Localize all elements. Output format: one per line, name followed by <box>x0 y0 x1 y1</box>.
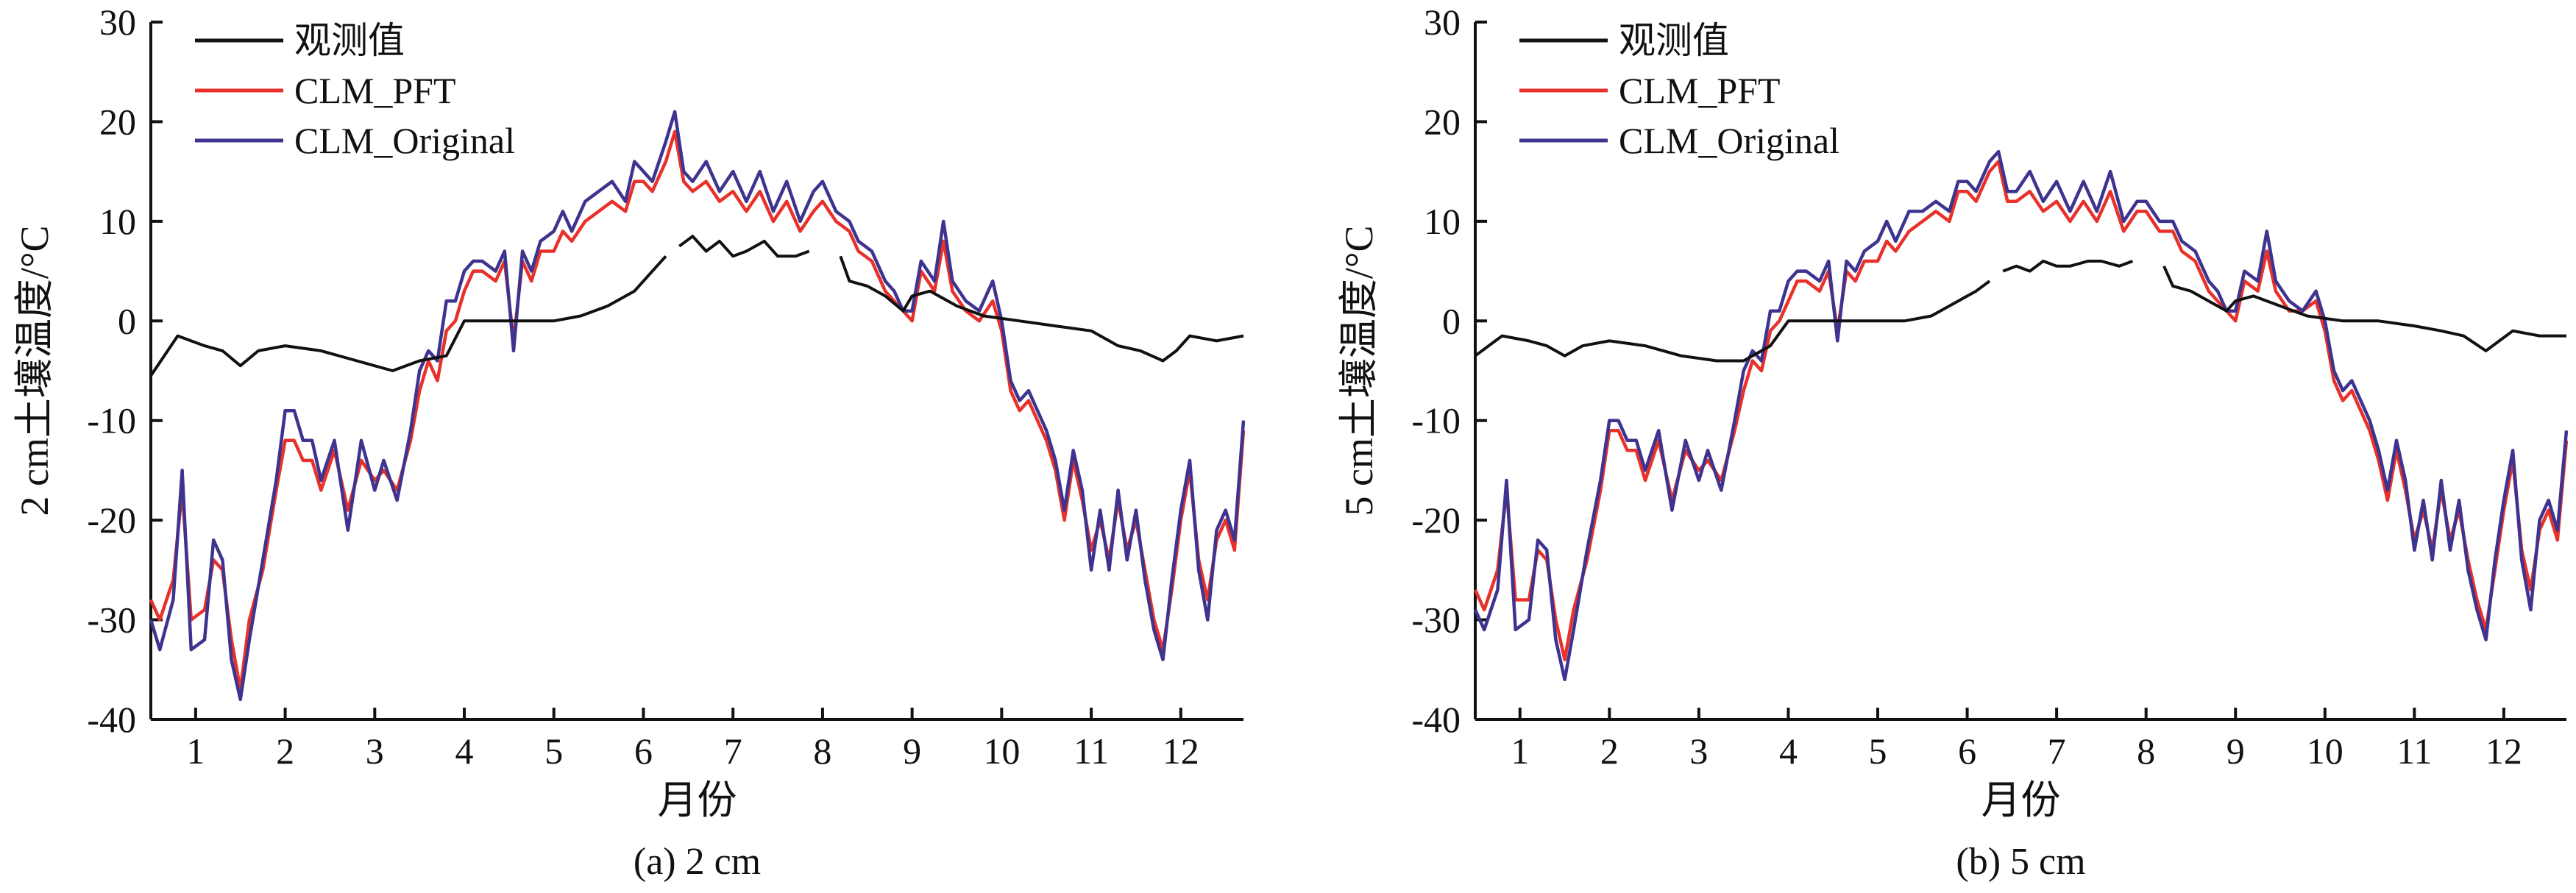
x-tick-label: 12 <box>1163 730 1199 772</box>
x-tick-label: 9 <box>2226 730 2245 772</box>
legend-label: 观测值 <box>294 20 405 61</box>
panel-caption: (a) 2 cm <box>634 841 761 883</box>
x-tick-label: 7 <box>2048 730 2066 772</box>
legend-label: 观测值 <box>1619 20 1729 61</box>
x-tick-label: 11 <box>2396 730 2432 772</box>
x-tick-label: 10 <box>2307 730 2343 772</box>
y-tick-label: -30 <box>87 600 136 641</box>
legend-label: CLM_PFT <box>1619 70 1781 111</box>
x-axis-title: 月份 <box>658 778 737 822</box>
x-tick-label: 5 <box>1869 730 1887 772</box>
x-tick-label: 12 <box>2485 730 2522 772</box>
x-tick-label: 1 <box>1511 730 1529 772</box>
legend-label: CLM_Original <box>1619 120 1839 161</box>
series-line-clm-original <box>149 110 1246 702</box>
series-line-clm-pft <box>1473 160 2569 661</box>
x-tick-label: 8 <box>2137 730 2155 772</box>
y-tick-label: 10 <box>99 201 136 242</box>
x-tick-label: 4 <box>1779 730 1798 772</box>
y-tick-label: -40 <box>1411 699 1461 740</box>
x-axis-title: 月份 <box>1981 778 2061 822</box>
x-tick-label: 10 <box>983 730 1020 772</box>
x-tick-label: 4 <box>455 730 474 772</box>
x-tick-label: 3 <box>366 730 384 772</box>
y-tick-label: 0 <box>1442 300 1461 341</box>
legend-label: CLM_Original <box>294 120 515 161</box>
y-tick-label: -30 <box>1411 600 1461 641</box>
y-tick-label: 20 <box>1424 101 1461 142</box>
y-tick-label: -40 <box>87 699 136 740</box>
series-line- <box>1474 260 2566 363</box>
x-tick-label: 9 <box>903 730 921 772</box>
x-tick-label: 11 <box>1074 730 1109 772</box>
y-axis-title: 5 cm土壤温度/°C <box>1337 225 1381 516</box>
panel-caption: (b) 5 cm <box>1956 841 2085 883</box>
x-tick-label: 2 <box>1600 730 1619 772</box>
legend-label: CLM_PFT <box>294 70 456 111</box>
y-tick-label: 0 <box>118 300 136 341</box>
y-tick-label: -10 <box>1411 400 1461 441</box>
x-tick-label: 2 <box>276 730 294 772</box>
x-tick-label: 3 <box>1689 730 1708 772</box>
x-tick-label: 8 <box>813 730 831 772</box>
y-tick-label: -20 <box>87 499 136 541</box>
y-tick-label: 20 <box>99 101 136 142</box>
x-tick-label: 7 <box>724 730 742 772</box>
y-tick-label: -20 <box>1411 499 1461 541</box>
y-tick-label: 30 <box>99 1 136 43</box>
y-tick-label: -10 <box>87 400 136 441</box>
series-line-clm-original <box>1473 149 2569 682</box>
x-tick-label: 6 <box>634 730 653 772</box>
y-tick-label: 30 <box>1424 1 1461 43</box>
x-tick-label: 5 <box>544 730 563 772</box>
y-axis-title: 2 cm土壤温度/°C <box>13 225 57 516</box>
y-tick-label: 10 <box>1424 201 1461 242</box>
x-tick-label: 1 <box>186 730 205 772</box>
series-line-clm-pft <box>149 129 1246 691</box>
series-line- <box>149 235 1244 377</box>
x-tick-label: 6 <box>1958 730 1976 772</box>
